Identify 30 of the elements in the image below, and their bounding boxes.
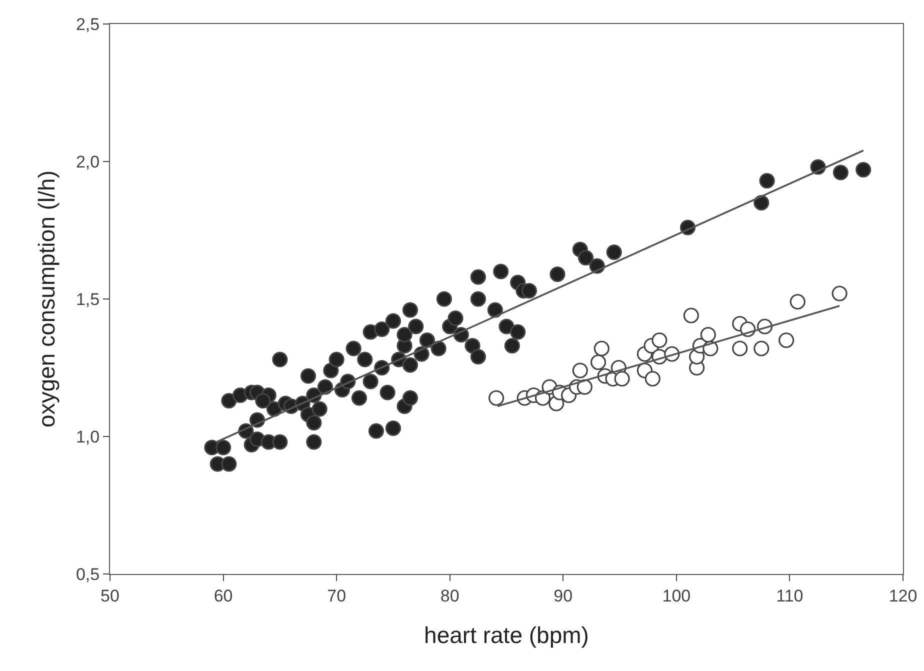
y-tick-label: 1,0 [76, 427, 100, 446]
point [778, 332, 794, 348]
x-tick-label: 110 [776, 586, 804, 606]
x-tick-label: 50 [100, 586, 120, 606]
y-tick-label: 1,5 [76, 290, 100, 309]
x-tick-label: 120 [888, 586, 918, 606]
point [644, 370, 660, 387]
point [590, 354, 606, 370]
point [683, 308, 699, 324]
point [754, 340, 770, 356]
y-axis-title: oxygen consumption (l/h) [33, 170, 60, 428]
point [572, 362, 588, 378]
x-axis-title: heart rate (bpm) [424, 622, 589, 648]
y-tick-label: 0,5 [76, 564, 100, 584]
point [700, 326, 716, 343]
x-tick-label: 80 [440, 586, 460, 606]
y-tick-label: 2,5 [76, 14, 100, 34]
x-tick-label: 60 [214, 586, 233, 606]
y-tick-label: 2,0 [76, 152, 100, 172]
point [732, 340, 748, 356]
point [614, 370, 630, 387]
x-tick-label: 70 [327, 586, 346, 606]
point [576, 379, 592, 395]
x-tick-label: 90 [554, 586, 573, 606]
x-tick-label: 100 [662, 586, 691, 606]
point [652, 332, 668, 348]
point [488, 390, 504, 406]
point [832, 286, 848, 302]
point [594, 340, 610, 356]
point [790, 294, 806, 310]
